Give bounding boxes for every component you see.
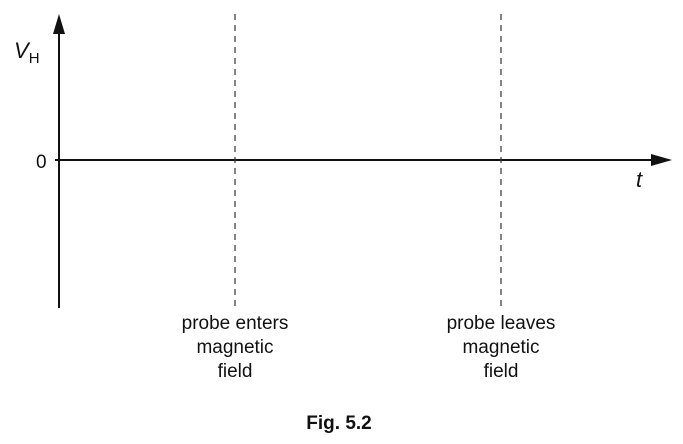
x-axis-label: t (636, 167, 643, 192)
y-axis-label: VH (14, 38, 40, 67)
probe-leaves-label-line: probe leaves (447, 313, 556, 334)
probe-leaves-label-line: field (484, 361, 519, 382)
probe-enters-label-line: field (218, 361, 253, 382)
probe-leaves-label: probe leaves magnetic field (447, 313, 556, 382)
probe-enters-label: probe enters magnetic field (182, 313, 289, 382)
probe-enters-label-line: magnetic (196, 337, 273, 358)
probe-leaves-label-line: magnetic (462, 337, 539, 358)
probe-enters-label-line: probe enters (182, 313, 289, 334)
figure-caption: Fig. 5.2 (306, 413, 371, 434)
y-axis-arrowhead (53, 14, 65, 34)
zero-label: 0 (36, 152, 47, 173)
x-axis-arrowhead (651, 154, 672, 166)
